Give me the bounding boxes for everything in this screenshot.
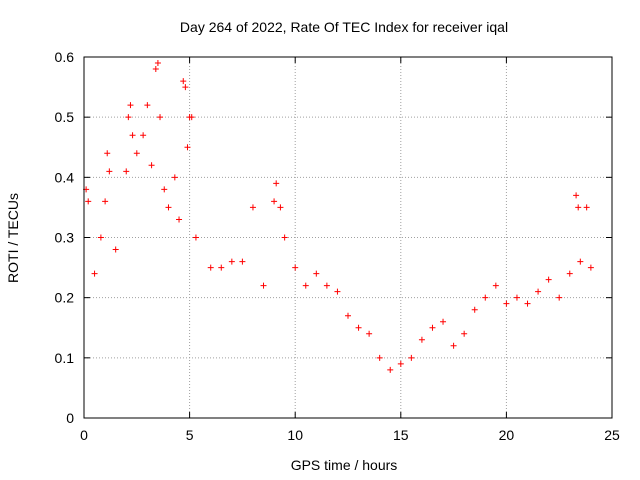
data-point [129,132,136,139]
data-point [271,198,278,205]
chart-title: Day 264 of 2022, Rate Of TEC Index for r… [180,19,508,35]
data-point [573,192,580,199]
y-tick-label: 0.6 [55,49,75,65]
data-point [292,264,299,271]
data-point [154,60,161,67]
data-point [556,294,563,301]
y-tick-label: 0.4 [55,169,75,185]
data-point [112,246,119,253]
y-tick-label: 0.5 [55,109,75,125]
data-point [524,300,531,307]
data-point [91,270,98,277]
data-point [575,204,582,211]
data-point [239,258,246,265]
data-point [249,204,256,211]
data-point [418,336,425,343]
y-tick-label: 0.3 [55,230,75,246]
data-point [302,282,309,289]
data-point [144,102,151,109]
data-point [102,198,109,205]
y-axis-label: ROTI / TECUs [5,193,21,283]
data-point [281,234,288,241]
data-point [207,264,214,271]
data-points [83,60,594,373]
data-point [85,198,92,205]
data-point [345,312,351,319]
data-point [397,360,404,367]
data-point [161,186,168,193]
data-point [408,354,415,361]
x-tick-label: 5 [186,427,194,443]
data-point [450,342,457,349]
data-point [545,276,552,283]
data-point [376,354,383,361]
data-point [176,216,183,223]
data-point [106,168,113,175]
data-point [133,150,140,157]
data-point [152,66,159,73]
data-point [429,324,436,331]
data-point [165,204,172,211]
data-point [513,294,520,301]
data-point [97,234,104,241]
data-point [387,366,394,373]
data-point [355,324,362,331]
data-point [104,150,111,157]
data-point [471,306,478,313]
y-tick-label: 0.2 [55,290,75,306]
data-point [140,132,147,139]
data-point [482,294,489,301]
data-point [127,102,134,109]
data-point [182,84,189,91]
data-point [492,282,499,289]
data-point [192,234,199,241]
data-point [157,114,164,121]
data-point [184,144,191,151]
data-point [277,204,284,211]
axis-ticks: 0 5 10 15 20 25 0 0.1 0.2 0.3 0.4 0.5 0.6 [55,49,620,443]
data-point [313,270,320,277]
data-point [323,282,330,289]
x-axis-label: GPS time / hours [291,457,398,473]
data-point [148,162,155,169]
data-point [535,288,542,295]
data-point [503,300,510,307]
data-point [273,180,280,187]
data-point [334,288,341,295]
data-point [587,264,594,271]
data-point [366,330,373,337]
data-point [583,204,590,211]
y-tick-label: 0 [66,410,74,426]
data-point [577,258,584,265]
data-point [566,270,573,277]
data-point [171,174,178,181]
y-tick-label: 0.1 [55,350,75,366]
data-point [188,114,195,121]
data-point [125,114,132,121]
x-tick-label: 0 [80,427,88,443]
data-point [218,264,225,271]
data-point [461,330,468,337]
x-tick-label: 20 [499,427,515,443]
grid-lines [84,57,612,418]
x-tick-label: 25 [604,427,620,443]
x-tick-label: 10 [287,427,303,443]
data-point [180,78,187,85]
data-point [123,168,130,175]
data-point [440,318,447,325]
data-point [260,282,267,289]
data-point [228,258,235,265]
x-tick-label: 15 [393,427,409,443]
